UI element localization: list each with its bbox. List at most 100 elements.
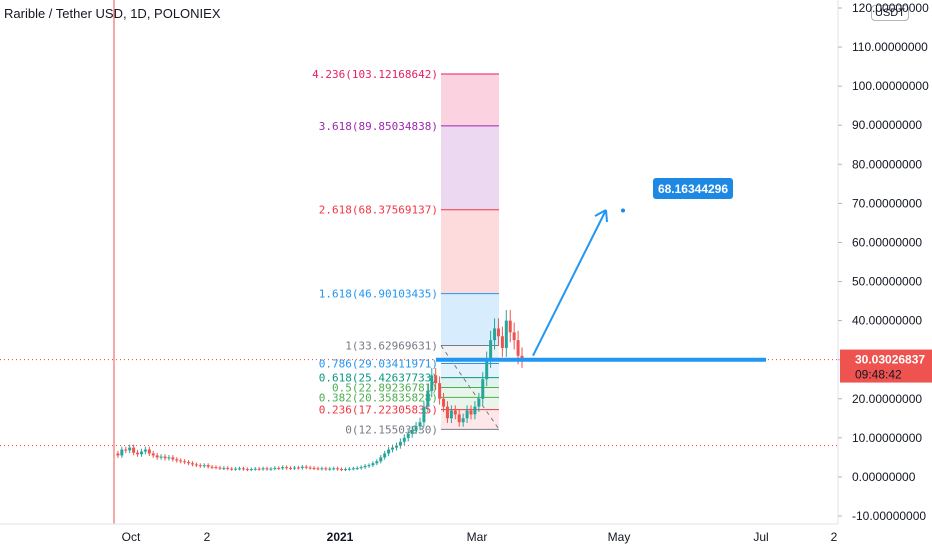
candle-body [508,320,512,333]
y-tick-label: 100.00000000 [852,79,929,93]
candle-body [371,463,375,466]
candle-body [473,406,477,415]
projection-arrowhead [594,209,608,223]
candle-body [445,406,449,419]
candle-body [292,467,296,469]
y-tick-label: 80.00000000 [852,157,922,171]
fib-level-label: 3.618(89.85034838) [319,120,438,133]
fib-level-label: 4.236(103.12168642) [312,68,438,81]
candle-body [116,453,120,456]
candle-body [194,464,198,466]
candle-body [434,375,438,384]
candle-body [261,468,265,470]
y-tick-label: 50.00000000 [852,275,922,289]
candle-body [159,456,163,458]
candle-body [493,328,497,341]
candle-body [414,426,418,431]
candle-body [485,359,489,380]
candle-body [442,398,446,407]
candle-body [340,469,344,471]
fib-level-label: 1(33.62969631) [345,340,438,353]
candle-body [190,463,194,465]
fib-zone [441,397,499,410]
candle-body [312,467,316,469]
y-tick-label: 0.00000000 [852,470,916,484]
x-tick-label: Mar [467,530,488,544]
candle-body [481,379,485,399]
y-tick-label: 20.00000000 [852,392,922,406]
candle-body [128,447,132,451]
chart-title: Rarible / Tether USD, 1D, POLONIEX [4,6,221,21]
candle-body [281,467,285,469]
candle-body [234,468,238,470]
candle-body [410,430,414,434]
candle-body [426,390,430,407]
target-annotation-box[interactable] [653,178,733,199]
candle-body [324,468,328,470]
candle-body [273,467,277,469]
candle-body [214,467,218,469]
candle-body [210,466,214,468]
y-tick-label: 110.00000000 [852,40,928,54]
candle-body [289,467,293,469]
candle-body [151,453,155,456]
candle-body [136,452,140,455]
candle-body [461,418,465,423]
target-annotation-label: 68.16344296 [658,182,728,196]
current-price-label: 30.03026837 [855,353,925,367]
candles [116,310,524,472]
candle-body [316,468,320,470]
candle-body [320,468,324,470]
candle-body [355,467,359,469]
candle-body [175,459,179,461]
candle-body [249,469,253,471]
countdown-label: 09:48:42 [855,368,902,382]
candle-body [516,340,520,356]
candle-body [438,383,442,399]
x-tick-label: May [608,530,631,544]
candle-body [139,451,143,455]
candle-body [332,468,336,470]
candle-body [187,462,191,464]
candle-body [336,468,340,470]
candle-body [147,449,151,454]
candle-body [402,437,406,442]
candle-body [379,457,383,462]
projection-arrow [532,209,607,357]
candle-body [457,414,461,423]
fib-level-label: 0.618(25.42637733) [319,372,438,385]
x-tick-label: Oct [122,530,141,544]
candle-body [218,467,222,469]
candle-body [449,410,453,419]
y-tick-label: 40.00000000 [852,314,922,328]
candle-body [143,449,147,452]
candle-body [198,465,202,467]
fib-level-label: 0.786(29.03411971) [319,357,438,370]
candle-body [222,467,226,469]
candle-body [183,461,187,463]
y-tick-label: 70.00000000 [852,196,922,210]
currency-badge[interactable]: USDT [871,5,909,21]
fib-zone [441,387,499,398]
candle-body [398,441,402,446]
fib-zone [441,125,499,210]
candle-body [308,467,312,469]
candle-body [171,457,175,460]
x-tick-label: 2 [204,530,211,544]
candle-body [465,410,469,419]
candle-body [430,375,434,391]
candle-body [347,468,351,470]
y-tick-label: 60.00000000 [852,235,922,249]
overlays: 68.16344296 [0,0,838,524]
fib-extension-zones: 0(12.15503930)0.236(17.22305835)0.382(20… [312,68,500,436]
candle-body [300,466,304,468]
candle-body [132,447,136,453]
candle-body [328,468,332,470]
candle-body [489,340,493,360]
fib-zone [441,293,499,346]
candle-body [296,467,300,469]
fib-level-label: 1.618(46.90103435) [319,288,438,301]
y-tick-label: -10.00000000 [852,509,926,523]
y-tick-label: 90.00000000 [852,118,922,132]
